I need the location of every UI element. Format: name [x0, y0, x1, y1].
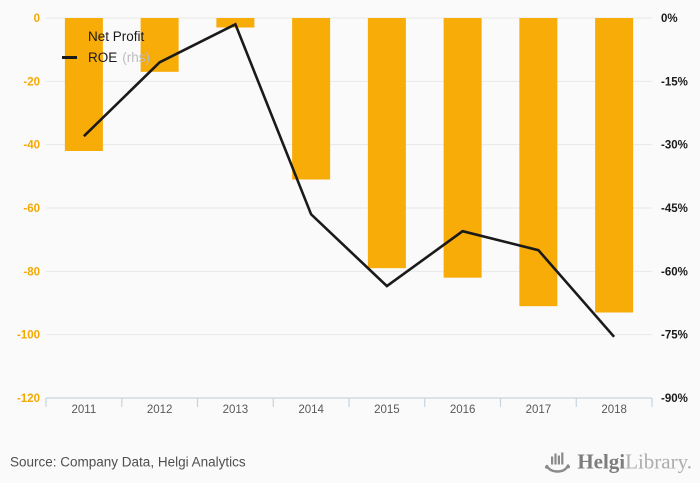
- right-axis-label: -90%: [661, 393, 688, 405]
- left-axis-label: -100: [17, 330, 40, 342]
- bar-2016: [443, 18, 482, 278]
- right-axis-label: 0%: [661, 13, 678, 25]
- left-axis-label: -40: [23, 140, 40, 152]
- x-axis-label: 2015: [374, 404, 400, 416]
- bar-line-chart: 0 0% -20 -15% -40 -30% -60 -45% -80 -60% -100 -75% -…: [17, 13, 688, 416]
- x-axis-label: 2012: [147, 404, 173, 416]
- left-axis-label: 0: [34, 13, 40, 25]
- left-axis-label: -80: [23, 266, 40, 278]
- bar-2015: [367, 18, 406, 269]
- right-axis-label: -15%: [661, 76, 688, 88]
- x-axis-label: 2013: [223, 404, 249, 416]
- helgi-library-logo: HelgiLibrary.: [544, 448, 692, 475]
- left-axis-label: -20: [23, 76, 40, 88]
- legend-label-net-profit: Net Profit: [88, 29, 145, 44]
- bar-2013: [216, 18, 255, 28]
- x-axis-label: 2016: [450, 404, 476, 416]
- legend-item-roe: ROE (rhs): [62, 47, 150, 68]
- x-axis-label: 2011: [72, 404, 97, 416]
- right-axis-label: -30%: [661, 140, 688, 152]
- x-axis-label: 2018: [601, 404, 627, 416]
- right-axis-label: -75%: [661, 330, 688, 342]
- legend-item-net-profit: Net Profit: [62, 26, 150, 47]
- chart-legend: Net Profit ROE (rhs): [62, 26, 150, 68]
- legend-label-roe: ROE: [88, 50, 118, 65]
- net-profit-swatch-icon: [66, 31, 77, 42]
- right-axis-label: -60%: [661, 266, 688, 278]
- bar-2014: [292, 18, 331, 180]
- logo-text-helgi: Helgi: [577, 449, 626, 474]
- bar-2018: [595, 18, 634, 313]
- left-axis-label: -60: [23, 203, 40, 215]
- left-axis-label: -120: [17, 393, 40, 405]
- x-axis-label: 2017: [526, 404, 552, 416]
- roe-line: [82, 22, 616, 338]
- legend-note-rhs: (rhs): [122, 50, 151, 65]
- x-axis-label: 2014: [298, 404, 324, 416]
- chart-footer: Source: Company Data, Helgi Analytics He…: [0, 440, 700, 483]
- logo-text: HelgiLibrary.: [577, 449, 692, 475]
- right-axis-label: -45%: [661, 203, 688, 215]
- logo-text-library: Library.: [625, 449, 692, 474]
- roe-line-marker-icon: [62, 56, 77, 59]
- bar-2017: [519, 18, 558, 307]
- helgi-ship-icon: [545, 452, 571, 473]
- source-text: Source: Company Data, Helgi Analytics: [10, 454, 246, 469]
